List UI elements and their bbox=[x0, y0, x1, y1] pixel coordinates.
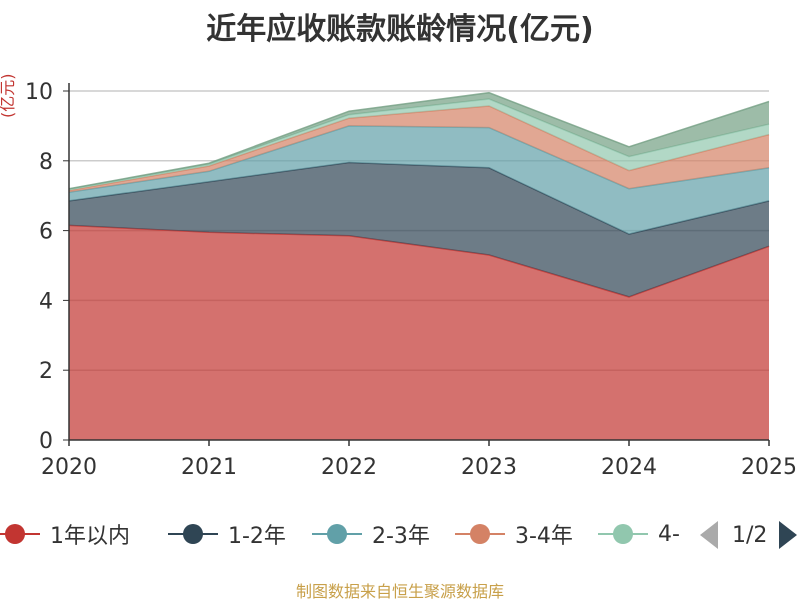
legend-marker-icon bbox=[598, 524, 648, 544]
y-tick-label: 2 bbox=[39, 359, 53, 384]
legend-item[interactable]: 2-3年 bbox=[312, 514, 430, 554]
legend-prev-arrow-icon[interactable] bbox=[700, 521, 718, 549]
x-tick-label: 2022 bbox=[321, 455, 377, 480]
legend: 1年以内 1-2年 2-3年 3-4年 4- bbox=[0, 514, 800, 554]
legend-item[interactable]: 3-4年 bbox=[455, 514, 573, 554]
legend-pager: 1/2 bbox=[700, 520, 798, 550]
legend-label: 1年以内 bbox=[50, 524, 130, 549]
x-tick-label: 2020 bbox=[41, 455, 97, 480]
y-tick-label: 10 bbox=[25, 80, 53, 105]
legend-next-arrow-icon[interactable] bbox=[779, 521, 798, 549]
source-note: 制图数据来自恒生聚源数据库 bbox=[295, 582, 504, 601]
y-tick-label: 6 bbox=[39, 220, 53, 245]
legend-label: 1-2年 bbox=[228, 524, 286, 549]
legend-item[interactable]: 1-2年 bbox=[168, 514, 286, 554]
legend-marker-icon bbox=[312, 524, 362, 544]
y-tick-label: 8 bbox=[39, 150, 53, 175]
axes bbox=[63, 83, 770, 446]
legend-marker-icon bbox=[455, 524, 505, 544]
legend-label: 2-3年 bbox=[372, 524, 430, 549]
x-tick-label: 2021 bbox=[181, 455, 237, 480]
legend-marker-icon bbox=[0, 524, 40, 544]
legend-marker-icon bbox=[168, 524, 218, 544]
area-chart: 0 2 4 6 8 10 2020 2021 2022 2023 2024 2025 bbox=[25, 80, 797, 480]
y-tick-label: 4 bbox=[39, 289, 53, 314]
legend-item[interactable]: 4- bbox=[598, 514, 680, 554]
x-tick-label: 2023 bbox=[461, 455, 517, 480]
legend-item[interactable]: 1年以内 bbox=[0, 514, 130, 554]
x-tick-label: 2025 bbox=[741, 455, 797, 480]
area-series-3 bbox=[69, 125, 769, 235]
area-series-4 bbox=[69, 106, 769, 193]
area-series-1 bbox=[69, 225, 769, 440]
chart-title: 近年应收账款账龄情况(亿元) bbox=[206, 12, 594, 47]
area-series-2 bbox=[69, 162, 769, 297]
legend-label: 3-4年 bbox=[515, 524, 573, 549]
tick-labels: 0 2 4 6 8 10 2020 2021 2022 2023 2024 2025 bbox=[25, 80, 797, 480]
area-series bbox=[68, 91, 770, 440]
x-tick-label: 2024 bbox=[601, 455, 657, 480]
legend-label: 4- bbox=[658, 521, 680, 547]
y-tick-label: 0 bbox=[39, 429, 53, 454]
legend-page-indicator: 1/2 bbox=[732, 522, 768, 548]
area-series-line-6 bbox=[68, 91, 770, 190]
